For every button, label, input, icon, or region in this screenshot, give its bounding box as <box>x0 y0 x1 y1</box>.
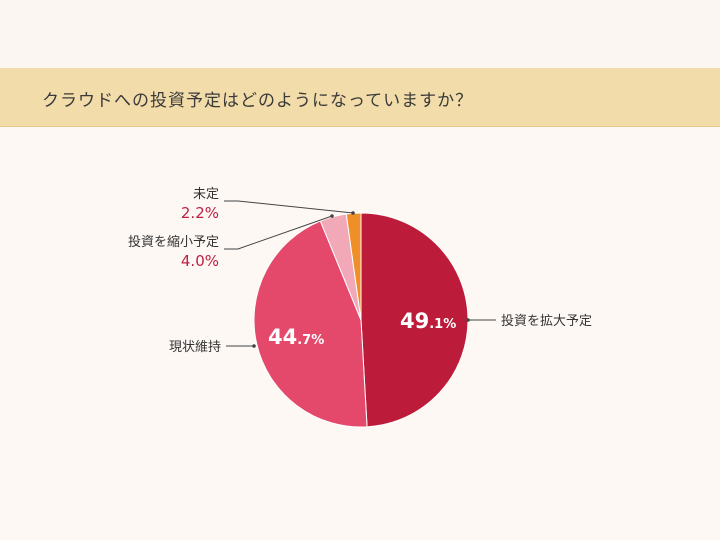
value-label-maintain: 44.7% <box>268 325 324 349</box>
slice-0 <box>360 212 469 428</box>
category-label-undecided: 未定 <box>193 187 219 202</box>
chart-title: クラウドへの投資予定はどのようになっていますか？ <box>42 91 474 111</box>
value-label-expand: 49.1% <box>400 309 456 333</box>
leader-dot-expand <box>466 318 470 322</box>
slice-1 <box>253 220 368 428</box>
value-sub-expand: .1% <box>429 317 456 332</box>
category-label-expand: 投資を拡大予定 <box>501 313 592 329</box>
leader-dot-maintain <box>252 344 256 348</box>
value-sub-maintain: .7% <box>297 333 324 348</box>
leader-dot-shrink <box>330 214 334 218</box>
leader-line-undecided <box>224 200 354 214</box>
category-label-maintain: 現状維持 <box>169 340 221 355</box>
leader-line-shrink <box>224 215 333 250</box>
title-band: クラウドへの投資予定はどのようになっていますか？ <box>0 68 720 127</box>
value-main-maintain: 44 <box>268 325 297 349</box>
value-main-expand: 49 <box>400 309 429 333</box>
leader-dot-undecided <box>351 211 355 215</box>
value-label-undecided: 2.2% <box>181 204 219 222</box>
value-label-shrink: 4.0% <box>181 252 219 270</box>
category-label-shrink: 投資を縮小予定 <box>128 234 219 250</box>
